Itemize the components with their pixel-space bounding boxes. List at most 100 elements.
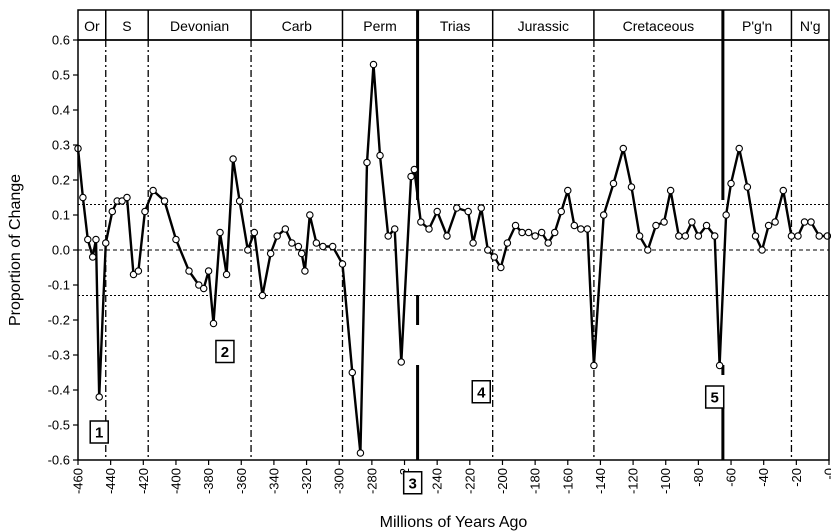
data-point bbox=[338, 260, 347, 268]
x-tick-label: -0 bbox=[822, 468, 831, 480]
x-tick-label: -40 bbox=[756, 468, 771, 487]
data-point bbox=[195, 281, 203, 289]
y-tick-label: -0.6 bbox=[48, 453, 70, 468]
data-point bbox=[244, 246, 252, 254]
y-tick-label: 0.1 bbox=[52, 208, 70, 223]
data-point bbox=[710, 232, 719, 240]
data-point bbox=[84, 235, 92, 244]
y-tick-label: 0.0 bbox=[52, 243, 70, 258]
y-tick-label: 0.4 bbox=[52, 103, 70, 118]
data-point bbox=[123, 193, 131, 202]
data-point bbox=[722, 211, 730, 219]
data-point bbox=[108, 207, 117, 216]
data-point bbox=[557, 207, 566, 216]
data-point bbox=[518, 228, 526, 237]
data-point bbox=[599, 211, 608, 219]
data-point bbox=[807, 218, 815, 226]
event-box bbox=[471, 380, 492, 404]
data-point bbox=[531, 232, 539, 240]
period-label: S bbox=[122, 18, 131, 34]
data-point bbox=[484, 246, 492, 254]
data-point bbox=[727, 179, 735, 188]
data-point bbox=[743, 183, 752, 191]
period-label: N'g bbox=[800, 18, 821, 34]
y-tick-label: 0.5 bbox=[52, 68, 70, 83]
data-point bbox=[503, 239, 512, 247]
data-point bbox=[102, 239, 110, 247]
x-tick-label: -240 bbox=[430, 468, 445, 494]
data-point bbox=[288, 239, 296, 247]
x-tick-label: -460 bbox=[71, 468, 86, 494]
data-point bbox=[363, 158, 371, 167]
data-point bbox=[425, 225, 433, 233]
y-axis-title: Proportion of Change bbox=[7, 174, 24, 326]
data-point bbox=[694, 232, 703, 240]
data-point bbox=[652, 221, 660, 230]
data-point bbox=[235, 197, 244, 205]
event-markers: 1 2 3 4 5 bbox=[89, 339, 725, 495]
x-tick-label: -440 bbox=[103, 468, 118, 494]
x-tick-label: -400 bbox=[168, 468, 183, 494]
data-point bbox=[356, 449, 365, 457]
data-point bbox=[216, 228, 224, 237]
period-header: Or S Devonian Carb Perm Trias Jurassic Cretaceo… bbox=[77, 9, 830, 41]
data-point bbox=[160, 197, 169, 205]
event-label: 5 bbox=[711, 390, 719, 407]
data-point bbox=[815, 232, 823, 240]
data-point bbox=[564, 186, 572, 195]
data-point bbox=[794, 232, 802, 240]
x-tick-label: -380 bbox=[201, 468, 216, 494]
data-point bbox=[511, 221, 520, 230]
data-point bbox=[490, 253, 499, 261]
data-point bbox=[644, 246, 652, 254]
event-label: 1 bbox=[95, 425, 103, 442]
data-point bbox=[771, 218, 779, 226]
event-box bbox=[402, 471, 423, 495]
x-axis-title: Millions of Years Ago bbox=[380, 514, 528, 531]
data-point bbox=[312, 239, 321, 247]
data-point bbox=[209, 319, 218, 328]
data-point bbox=[433, 207, 441, 216]
data-point bbox=[779, 186, 788, 195]
data-point bbox=[95, 393, 103, 401]
data-point bbox=[129, 270, 138, 279]
x-tick-label: -300 bbox=[332, 468, 347, 494]
data-point bbox=[319, 242, 327, 251]
x-tick-label: -420 bbox=[136, 468, 151, 494]
y-tick-label: 0.2 bbox=[52, 173, 70, 188]
data-point bbox=[550, 228, 559, 237]
x-tick-label: -360 bbox=[234, 468, 249, 494]
x-tick-label: -200 bbox=[495, 468, 510, 494]
y-tick-label: -0.1 bbox=[48, 278, 70, 293]
data-point bbox=[258, 291, 267, 300]
event-label: 2 bbox=[221, 344, 229, 361]
data-point bbox=[134, 267, 143, 275]
period-label: Devonian bbox=[170, 18, 229, 34]
data-point bbox=[222, 270, 231, 279]
data-point bbox=[524, 228, 533, 237]
data-point bbox=[397, 358, 406, 366]
x-tick-label: -20 bbox=[789, 468, 804, 487]
event-box bbox=[215, 339, 235, 364]
data-point bbox=[273, 232, 281, 240]
period-label: Trias bbox=[440, 18, 471, 34]
data-point bbox=[666, 186, 675, 195]
data-point bbox=[660, 218, 668, 226]
data-point bbox=[577, 225, 585, 233]
period-label: Or bbox=[84, 18, 100, 34]
data-point bbox=[787, 232, 796, 240]
data-point bbox=[297, 249, 306, 258]
data-point bbox=[590, 361, 598, 370]
data-point bbox=[675, 232, 683, 240]
data-point bbox=[281, 225, 290, 233]
data-point bbox=[118, 197, 126, 205]
x-tick-label: -60 bbox=[724, 468, 739, 487]
data-point bbox=[688, 218, 696, 226]
x-tick-label: -80 bbox=[691, 468, 706, 487]
data-point bbox=[79, 193, 87, 202]
data-point bbox=[348, 368, 357, 377]
data-point bbox=[477, 204, 486, 212]
data-point bbox=[537, 228, 546, 237]
x-tick-label: -320 bbox=[299, 468, 314, 494]
data-point bbox=[92, 235, 100, 244]
